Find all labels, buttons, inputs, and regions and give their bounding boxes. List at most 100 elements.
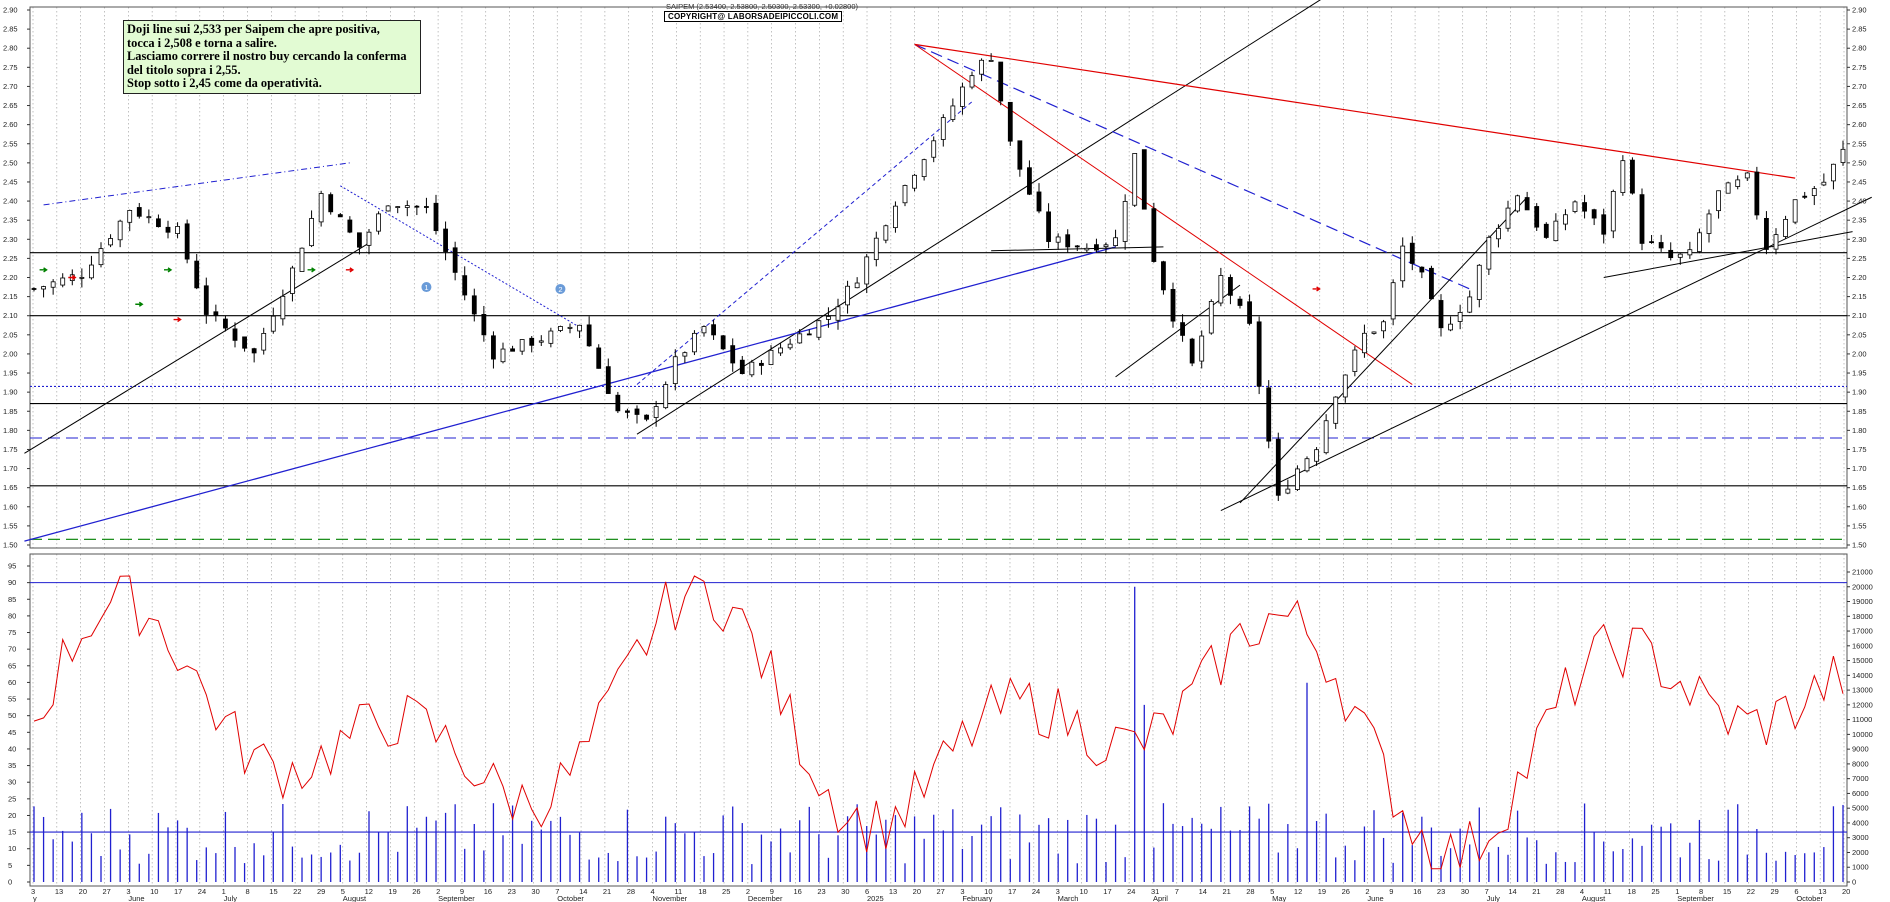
volume-tick-label: 20000 — [1852, 582, 1873, 591]
x-day-label: 23 — [508, 887, 516, 896]
candle-down — [998, 61, 1004, 102]
candle-up — [98, 248, 104, 266]
candle-down — [184, 223, 190, 260]
x-day-label: 29 — [317, 887, 325, 896]
x-day-label: 4 — [651, 887, 655, 896]
volume-tick-label: 8000 — [1852, 759, 1869, 768]
candle-down — [1275, 438, 1281, 496]
marker-number: 2 — [558, 285, 562, 294]
candle-up — [921, 159, 927, 178]
x-day-label: 30 — [841, 887, 849, 896]
x-month-label: y — [33, 894, 37, 902]
x-day-label: 1 — [1675, 887, 1679, 896]
candle-up — [1505, 207, 1511, 229]
volume-bars — [33, 586, 1844, 882]
candle-up — [538, 340, 544, 343]
indicator-tick-label: 95 — [8, 562, 16, 571]
price-tick-label: 2.10 — [1852, 311, 1867, 320]
candle-down — [31, 288, 37, 290]
candle-up — [960, 86, 965, 107]
price-tick-label: 1.95 — [1852, 369, 1867, 378]
x-month-label: September — [1677, 894, 1714, 902]
trend-line — [340, 185, 580, 328]
candle-up — [1084, 247, 1090, 251]
candle-down — [1601, 214, 1607, 235]
price-tick-label: 2.00 — [3, 349, 18, 358]
candle-up — [1362, 332, 1367, 354]
candle-up — [1448, 323, 1453, 331]
candle-up — [1342, 374, 1348, 398]
candle-down — [1141, 149, 1147, 210]
volume-tick-label: 10000 — [1852, 730, 1873, 739]
indicator-tick-label: 0 — [8, 878, 12, 887]
indicator-tick-label: 70 — [8, 645, 16, 654]
candle-down — [1524, 197, 1530, 211]
volume-tick-label: 6000 — [1852, 789, 1869, 798]
price-tick-label: 2.10 — [3, 311, 18, 320]
x-day-label: 28 — [1556, 887, 1564, 896]
x-day-label: 20 — [913, 887, 921, 896]
trend-line — [1220, 196, 1872, 512]
candle-up — [749, 361, 755, 376]
candle-down — [1409, 242, 1415, 264]
volume-tick-label: 14000 — [1852, 671, 1873, 680]
candle-up — [127, 210, 133, 223]
candle-up — [558, 326, 563, 331]
x-day-label: 22 — [293, 887, 301, 896]
x-day-label: 7 — [1485, 887, 1489, 896]
candle-up — [1352, 349, 1358, 372]
price-tick-label: 2.45 — [1852, 177, 1867, 186]
price-tick-label: 1.85 — [3, 407, 18, 416]
candle-up — [1783, 218, 1788, 237]
candle-up — [797, 333, 803, 344]
x-day-label: 16 — [484, 887, 492, 896]
x-day-label: 13 — [55, 887, 63, 896]
x-day-label: 18 — [698, 887, 706, 896]
candle-up — [1132, 153, 1138, 206]
price-tick-label: 2.40 — [1852, 197, 1867, 206]
candle-up — [1381, 321, 1386, 332]
x-month-label: June — [128, 894, 144, 902]
indicator-tick-label: 40 — [8, 744, 16, 753]
x-month-label: April — [1153, 894, 1168, 902]
volume-tick-label: 7000 — [1852, 774, 1869, 783]
indicator-tick-label: 80 — [8, 611, 16, 620]
indicator-line — [33, 575, 1844, 870]
x-day-label: 24 — [1127, 887, 1135, 896]
candle-down — [1007, 101, 1013, 142]
candle-up — [988, 60, 994, 62]
price-tick-label: 2.15 — [1852, 292, 1867, 301]
candle-down — [1802, 195, 1808, 198]
x-day-label: 8 — [1699, 887, 1703, 896]
trend-line — [636, 0, 1321, 435]
x-day-label: 6 — [865, 887, 869, 896]
candle-down — [586, 324, 592, 347]
price-tick-label: 2.85 — [1852, 25, 1867, 34]
price-tick-label: 1.70 — [3, 464, 18, 473]
candle-up — [146, 216, 152, 219]
price-tick-label: 2.75 — [1852, 63, 1867, 72]
indicator-tick-label: 30 — [8, 778, 16, 787]
marker-circle — [555, 283, 566, 294]
price-tick-label: 2.40 — [3, 197, 18, 206]
x-day-label: 26 — [1342, 887, 1350, 896]
candle-down — [634, 408, 640, 415]
candle-up — [1620, 160, 1626, 193]
candle-down — [1237, 298, 1243, 306]
candle-down — [1074, 245, 1080, 248]
price-tick-label: 1.60 — [1852, 502, 1867, 511]
marker-number: 1 — [424, 283, 428, 292]
x-day-label: 11 — [674, 887, 682, 896]
x-day-label: 2 — [746, 887, 750, 896]
candle-down — [720, 335, 726, 350]
price-tick-label: 2.25 — [1852, 254, 1867, 263]
candle-up — [653, 406, 659, 418]
x-day-label: 28 — [627, 887, 635, 896]
trend-line — [636, 101, 973, 385]
x-day-label: 24 — [198, 887, 206, 896]
indicator-tick-label: 45 — [8, 728, 16, 737]
candle-up — [1122, 201, 1128, 242]
indicator-tick-label: 10 — [8, 844, 16, 853]
candle-up — [261, 333, 267, 351]
candle-down — [1438, 300, 1444, 329]
